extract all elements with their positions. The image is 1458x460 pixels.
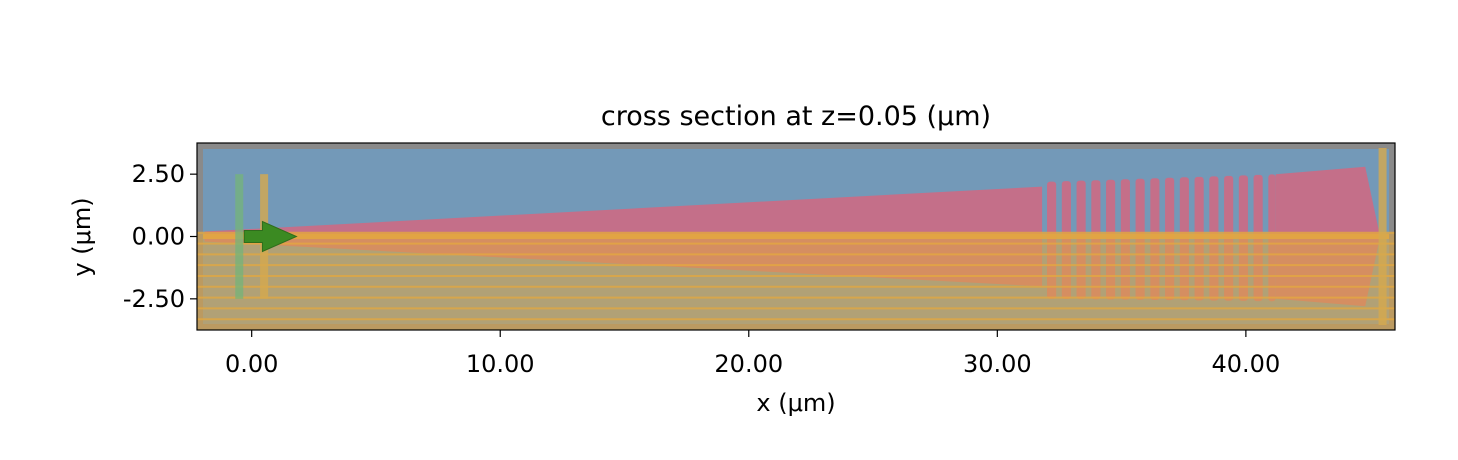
pml-band (197, 232, 1395, 330)
y-axis-label: y (μm) (68, 197, 96, 276)
output-monitor-plane (1378, 147, 1387, 326)
x-tick-label: 30.00 (963, 350, 1032, 378)
x-axis-label: x (μm) (756, 389, 835, 417)
y-tick-label: 0.00 (132, 223, 185, 251)
chart-title: cross section at z=0.05 (μm) (601, 101, 991, 132)
y-tick-label: -2.50 (123, 285, 185, 313)
x-tick-label: 40.00 (1212, 350, 1281, 378)
y-axis: 2.50 0.00 -2.50 (123, 160, 197, 313)
x-tick-label: 10.00 (466, 350, 535, 378)
plot-area (197, 143, 1395, 330)
y-tick-label: 2.50 (132, 160, 185, 188)
x-tick-label: 0.00 (225, 350, 278, 378)
source-arrow-icon (243, 220, 298, 253)
x-tick-label: 20.00 (714, 350, 783, 378)
source-plane (235, 174, 244, 299)
x-axis: 0.00 10.00 20.00 30.00 40.00 (225, 330, 1280, 378)
